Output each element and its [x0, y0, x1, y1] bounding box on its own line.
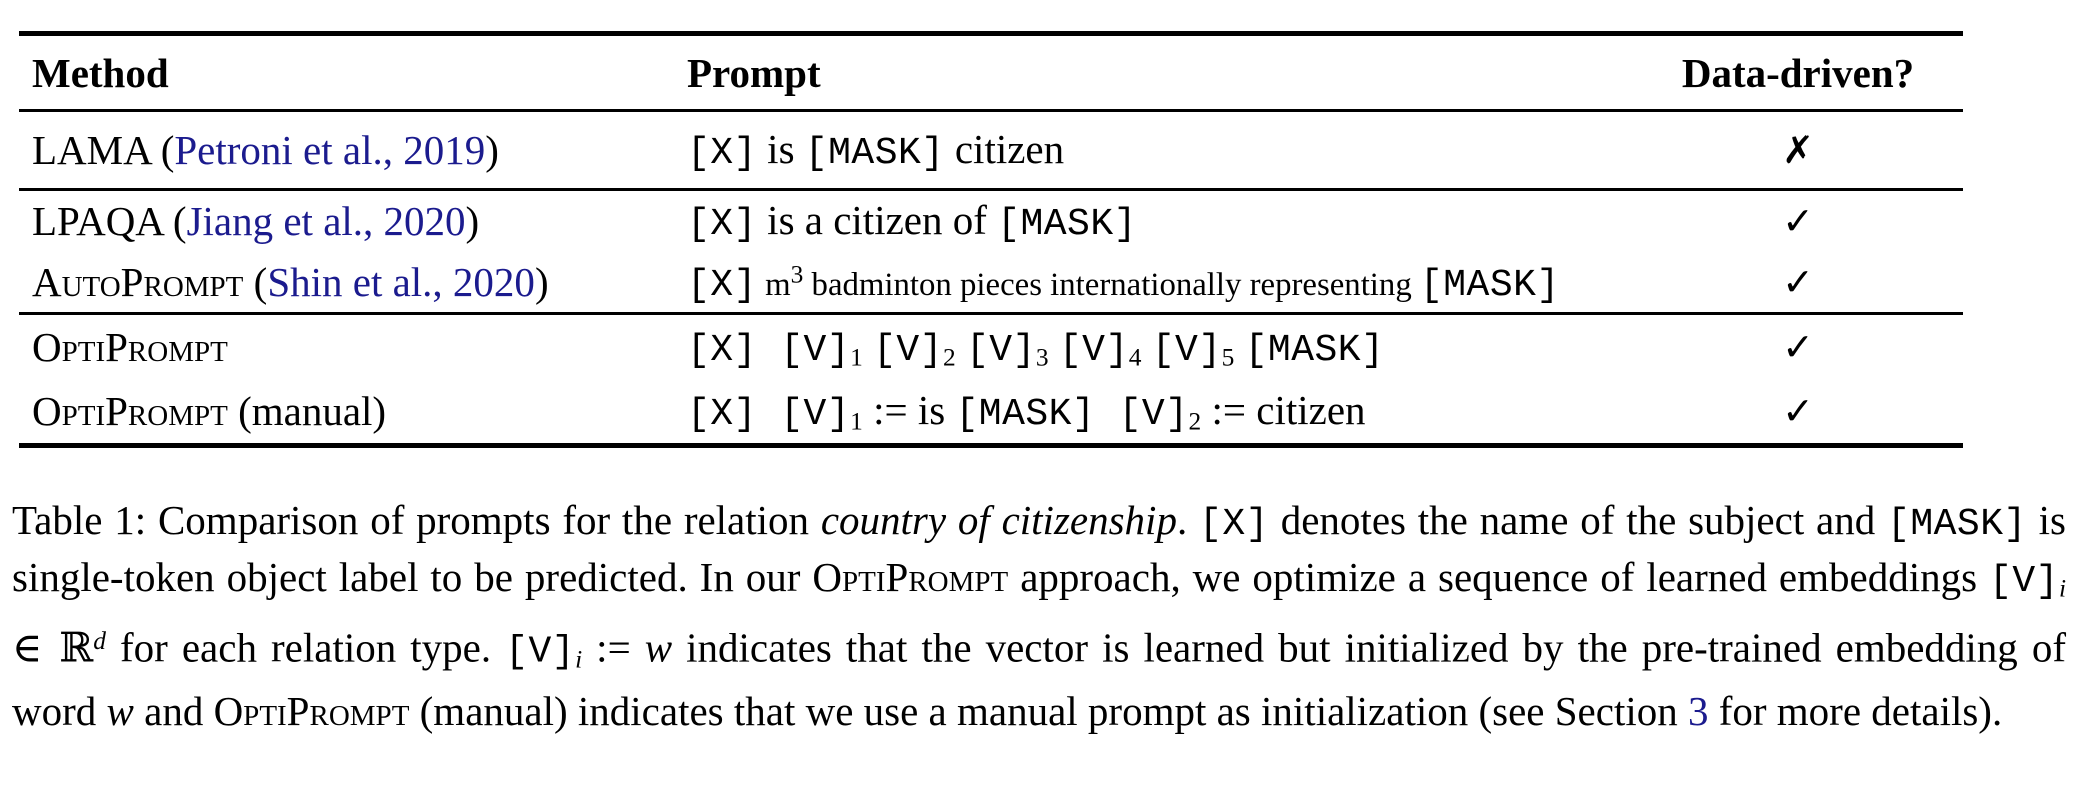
table-group-prior-datadriven: LPAQA (Jiang et al., 2020) [X] is a citi… [19, 190, 1963, 314]
prompt-cell: [X] [V]1 := is [MASK] [V]2 := citizen [687, 386, 1366, 436]
prompt-cell: [X] is [MASK] citizen [687, 126, 1065, 175]
data-driven-cell: ✓ [1663, 314, 1963, 380]
method-cell: AutoPrompt (Shin et al., 2020) [32, 258, 549, 305]
citation-link-shin-2020[interactable]: Shin et al., 2020 [267, 258, 535, 305]
cross-mark-icon: ✗ [1782, 128, 1814, 172]
table-group-lama: LAMA (Petroni et al., 2019) [X] is [MASK… [19, 111, 1963, 190]
data-driven-cell: ✓ [1663, 190, 1963, 252]
section-3-link[interactable]: 3 [1687, 687, 1709, 734]
table-row: LPAQA (Jiang et al., 2020) [X] is a citi… [19, 190, 1963, 252]
prompt-cell: [X] is a citizen of [MASK] [687, 197, 1137, 247]
check-mark-icon: ✓ [1782, 259, 1814, 304]
comparison-table: Method Prompt Data-driven? LAMA (Petroni… [19, 31, 1963, 448]
col-header-data-driven: Data-driven? [1681, 49, 1915, 96]
col-header-method: Method [32, 49, 169, 96]
table-row: OptiPrompt [X] [V]1 [V]2 [V]3 [V]4 [V]5 … [19, 314, 1963, 380]
table-caption: Table 1: Comparison of prompts for the r… [12, 497, 2066, 734]
data-driven-cell: ✓ [1663, 252, 1963, 314]
col-header-prompt: Prompt [687, 49, 821, 96]
prompt-cell: [X] [V]1 [V]2 [V]3 [V]4 [V]5 [MASK] [687, 328, 1385, 372]
method-cell: LPAQA (Jiang et al., 2020) [32, 198, 480, 245]
method-cell: OptiPrompt (manual) [32, 388, 387, 435]
check-mark-icon: ✓ [1782, 325, 1814, 370]
check-mark-icon: ✓ [1782, 389, 1814, 434]
citation-link-jiang-2020[interactable]: Jiang et al., 2020 [186, 198, 466, 245]
table-group-optiprompt: OptiPrompt [X] [V]1 [V]2 [V]3 [V]4 [V]5 … [19, 314, 1963, 446]
method-cell: OptiPrompt [32, 324, 228, 371]
data-driven-cell: ✓ [1663, 380, 1963, 446]
table-row: OptiPrompt (manual) [X] [V]1 := is [MASK… [19, 380, 1963, 446]
data-driven-cell: ✗ [1663, 111, 1963, 190]
check-mark-icon: ✓ [1782, 199, 1814, 244]
table-row: AutoPrompt (Shin et al., 2020) [X] m3 ba… [19, 252, 1963, 314]
table-header-row: Method Prompt Data-driven? [19, 34, 1963, 111]
prompt-cell: [X] m3 badminton pieces internationally … [687, 260, 1560, 307]
method-cell: LAMA (Petroni et al., 2019) [32, 127, 499, 173]
table-row: LAMA (Petroni et al., 2019) [X] is [MASK… [19, 111, 1963, 190]
citation-link-petroni-2019[interactable]: Petroni et al., 2019 [174, 127, 486, 173]
